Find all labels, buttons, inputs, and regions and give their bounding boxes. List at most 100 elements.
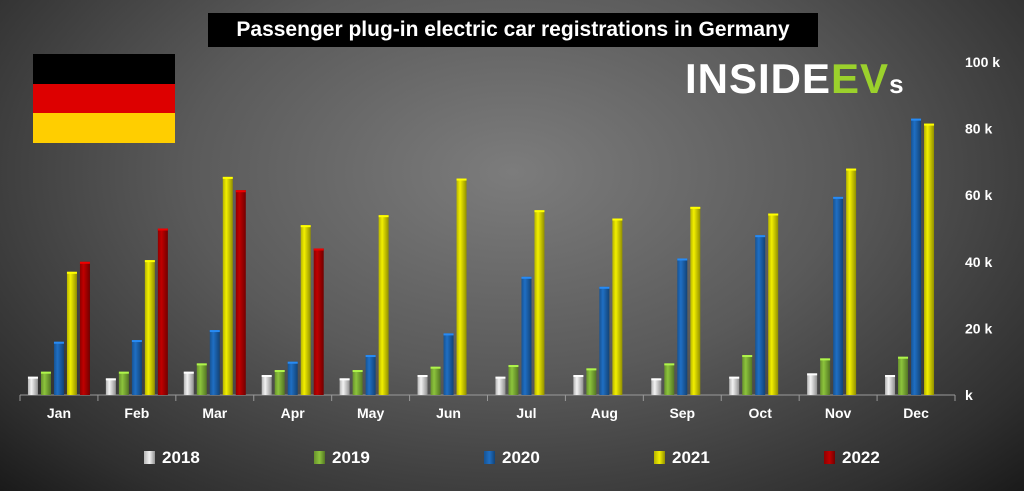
bar-2019-feb <box>118 371 129 395</box>
bar-top-2020-aug <box>599 286 610 289</box>
legend-swatch <box>144 451 155 464</box>
bar-2018-nov <box>807 373 818 395</box>
x-tick-label: Aug <box>591 405 618 421</box>
bar-2019-dec <box>898 356 909 395</box>
bar-2018-apr <box>261 375 272 395</box>
bar-top-2019-apr <box>274 370 285 373</box>
bar-2020-mar <box>209 330 220 395</box>
bar-2020-aug <box>599 286 610 395</box>
bar-top-2021-jun <box>456 178 467 181</box>
x-tick-label: Feb <box>124 405 149 421</box>
bar-top-2020-sep <box>677 258 688 261</box>
bar-top-2019-jun <box>430 366 441 369</box>
bar-top-2019-feb <box>118 371 129 374</box>
legend-label: 2019 <box>332 448 370 467</box>
bar-top-2021-aug <box>612 218 623 221</box>
bar-2018-sep <box>651 378 662 395</box>
bar-top-2018-apr <box>261 375 272 378</box>
bar-top-2021-sep <box>690 206 701 209</box>
bar-top-2021-oct <box>768 213 779 216</box>
x-tick-label: Dec <box>903 405 929 421</box>
legend-swatch <box>654 451 665 464</box>
legend-swatch <box>824 451 835 464</box>
bar-top-2020-jun <box>443 333 454 336</box>
bar-top-2018-sep <box>651 378 662 381</box>
logo-part-ev: EV <box>831 55 890 102</box>
x-tick-label: Mar <box>202 405 227 421</box>
bar-top-2019-dec <box>898 356 909 359</box>
logo-part-inside: INSIDE <box>685 55 832 102</box>
bar-top-2021-mar <box>222 176 233 179</box>
bar-2019-aug <box>586 368 597 395</box>
bar-2021-mar <box>222 176 233 395</box>
bar-2021-jan <box>66 271 77 395</box>
legend-label: 2020 <box>502 448 540 467</box>
bar-top-2018-dec <box>885 375 896 378</box>
flag-stripe-red <box>33 83 175 114</box>
bar-top-2018-aug <box>573 375 584 378</box>
bar-top-2019-jul <box>508 365 519 368</box>
bar-2018-jan <box>27 376 38 395</box>
bar-2019-mar <box>196 363 207 395</box>
bar-2018-aug <box>573 375 584 395</box>
x-tick-label: Nov <box>825 405 852 421</box>
bar-2019-sep <box>664 363 675 395</box>
bar-2018-feb <box>105 378 116 395</box>
bar-2020-feb <box>131 340 142 395</box>
bar-2018-oct <box>729 376 740 395</box>
bar-2022-jan <box>79 261 90 395</box>
y-tick-label: 20 k <box>965 320 992 336</box>
x-tick-label: Oct <box>749 405 773 421</box>
bar-2021-may <box>378 215 389 395</box>
bar-top-2018-feb <box>105 378 116 381</box>
bar-top-2020-apr <box>287 361 298 364</box>
bar-top-2020-mar <box>209 330 220 333</box>
legend-swatch <box>484 451 495 464</box>
bar-2020-sep <box>677 258 688 395</box>
insideevs-logo: INSIDEEVs <box>685 55 905 105</box>
x-tick-label: Sep <box>669 405 695 421</box>
legend: 2018 2019 2020 2021 2022 <box>0 446 1024 470</box>
x-tick-label: May <box>357 405 384 421</box>
bar-2018-jul <box>495 376 506 395</box>
y-tick-label: 40 k <box>965 254 992 270</box>
bar-top-2022-feb <box>157 228 168 231</box>
bar-2020-dec <box>911 118 922 396</box>
bar-2018-mar <box>183 371 194 395</box>
chart-title: Passenger plug-in electric car registrat… <box>208 13 818 47</box>
bar-top-2020-nov <box>833 196 844 199</box>
bar-2020-may <box>365 355 376 395</box>
bar-2019-apr <box>274 370 285 395</box>
bar-top-2019-jan <box>40 371 51 374</box>
bar-top-2018-oct <box>729 376 740 379</box>
bar-top-2018-jun <box>417 375 428 378</box>
bar-2020-nov <box>833 196 844 395</box>
bar-top-2021-nov <box>846 168 857 171</box>
bar-top-2019-sep <box>664 363 675 366</box>
bar-top-2022-apr <box>313 248 324 251</box>
bar-2020-apr <box>287 361 298 395</box>
bar-2018-may <box>339 378 350 395</box>
legend-swatch <box>314 451 325 464</box>
bar-top-2019-aug <box>586 368 597 371</box>
bar-top-2019-may <box>352 370 363 373</box>
legend-label: 2021 <box>672 448 710 467</box>
bar-2019-jun <box>430 366 441 395</box>
bar-2020-jul <box>521 276 532 395</box>
bar-top-2021-jul <box>534 210 545 213</box>
bar-top-2022-mar <box>235 190 246 193</box>
bar-2021-nov <box>846 168 857 395</box>
bar-2022-mar <box>235 190 246 395</box>
bar-top-2018-may <box>339 378 350 381</box>
bar-2020-oct <box>755 235 766 395</box>
bar-top-2020-jul <box>521 276 532 279</box>
flag-stripe-gold <box>33 113 175 144</box>
bar-2019-may <box>352 370 363 395</box>
bar-top-2018-jul <box>495 376 506 379</box>
bar-2019-jan <box>40 371 51 395</box>
bar-2021-sep <box>690 206 701 395</box>
bar-top-2021-apr <box>300 225 311 228</box>
legend-label: 2022 <box>842 448 880 467</box>
